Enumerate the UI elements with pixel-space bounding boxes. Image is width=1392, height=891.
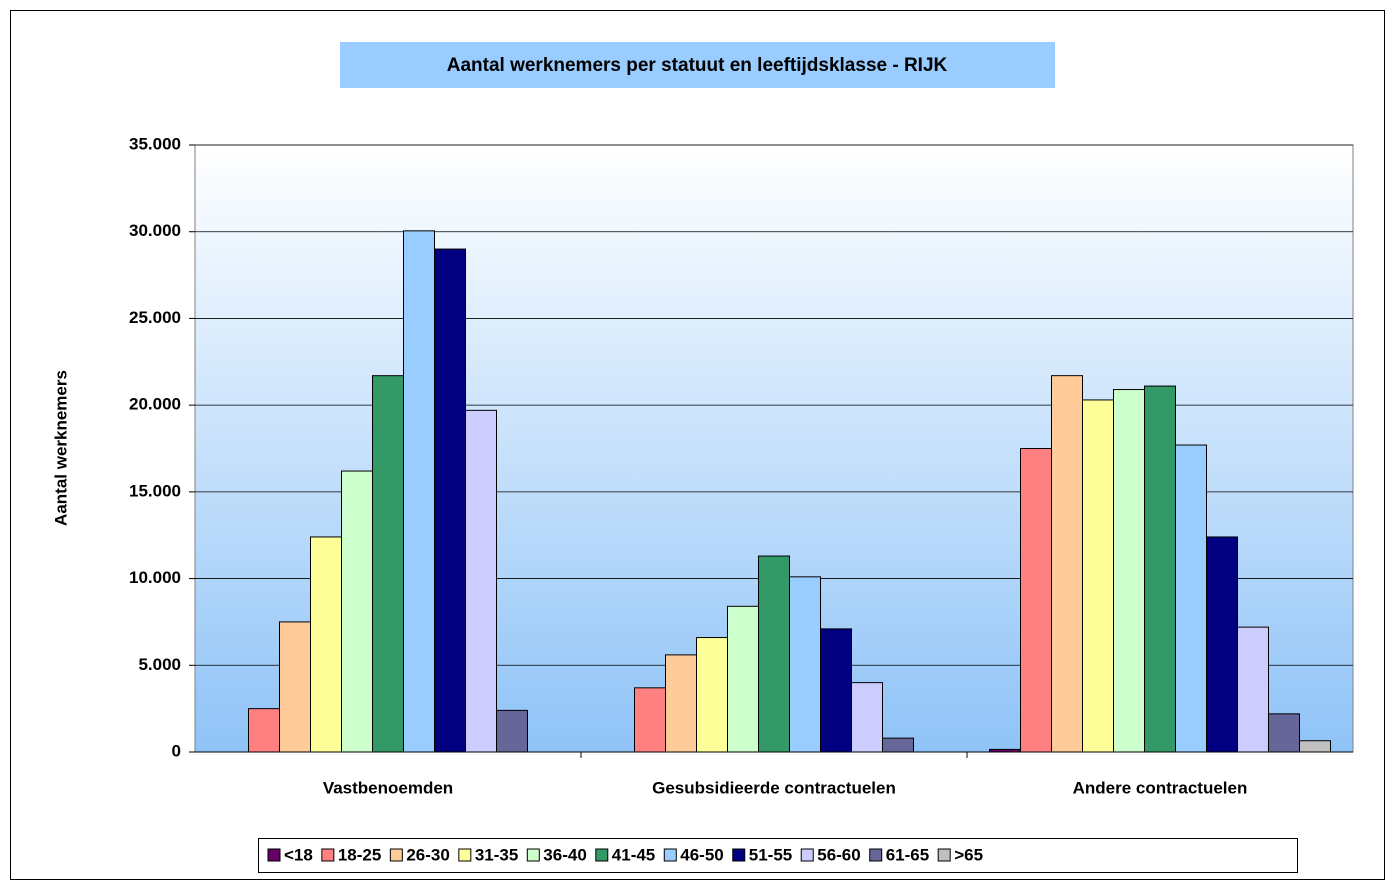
legend-swatch [389,848,403,862]
bar [496,709,528,753]
bar [434,248,466,753]
y-tick-label: 5.000 [138,655,181,674]
legend-swatch [267,848,281,862]
legend-label: 41-45 [612,845,655,864]
legend-label: <18 [284,845,313,864]
legend-swatch [595,848,609,862]
bar [789,576,821,753]
bar [882,737,914,753]
legend-box [258,838,1298,873]
legend-swatch [458,848,472,862]
y-tick-label: 15.000 [129,481,181,500]
y-tick-label: 30.000 [129,221,181,240]
bar [1051,375,1083,753]
y-tick-label: 20.000 [129,395,181,414]
y-tick-label: 25.000 [129,308,181,327]
legend: <18 18-25 26-30 31-35 36-40 41-45 46-50 51-55 56… [267,845,983,864]
bar [989,748,1021,753]
x-tick-label: Gesubsidieerde contractuelen [652,778,896,797]
bar [820,628,852,753]
bar [1175,444,1207,753]
bar [372,375,404,753]
y-tick-label: 0 [172,741,181,760]
legend-label: 31-35 [475,845,518,864]
x-tick-label: Vastbenoemden [323,778,453,797]
legend-label: 18-25 [338,845,381,864]
bar [1237,626,1269,753]
legend-swatch [869,848,883,862]
legend-label: 46-50 [680,845,723,864]
x-tick-label: Andere contractuelen [1073,778,1248,797]
bar [248,708,280,753]
legend-label: 26-30 [406,845,449,864]
bar [1206,536,1238,753]
y-tick-label: 35.000 [129,134,181,153]
legend-swatch [663,848,677,862]
bar [634,687,666,753]
bar [758,555,790,753]
bar [1299,740,1331,753]
y-tick-label: 10.000 [129,568,181,587]
bar [727,605,759,753]
legend-swatch [800,848,814,862]
bar [696,637,728,753]
bar [1268,713,1300,753]
bar [310,536,342,753]
legend-label: 36-40 [543,845,586,864]
title-box [340,42,1055,88]
bar [665,654,697,753]
legend-swatch [526,848,540,862]
chart-title: Aantal werknemers per statuut en leeftij… [447,55,948,76]
bar [403,230,435,753]
bar [1082,399,1114,753]
bar [341,470,373,753]
bar [851,682,883,753]
legend-swatch [321,848,335,862]
legend-label: 51-55 [749,845,792,864]
bar [1144,385,1176,753]
legend-swatch [937,848,951,862]
legend-label: 56-60 [817,845,860,864]
legend-label: >65 [954,845,983,864]
bar [465,409,497,753]
y-axis-label: Aantal werknemers [51,370,70,526]
legend-swatch [732,848,746,862]
bar [1113,389,1145,753]
bar [1020,448,1052,753]
bar [279,621,311,753]
legend-label: 61-65 [886,845,929,864]
